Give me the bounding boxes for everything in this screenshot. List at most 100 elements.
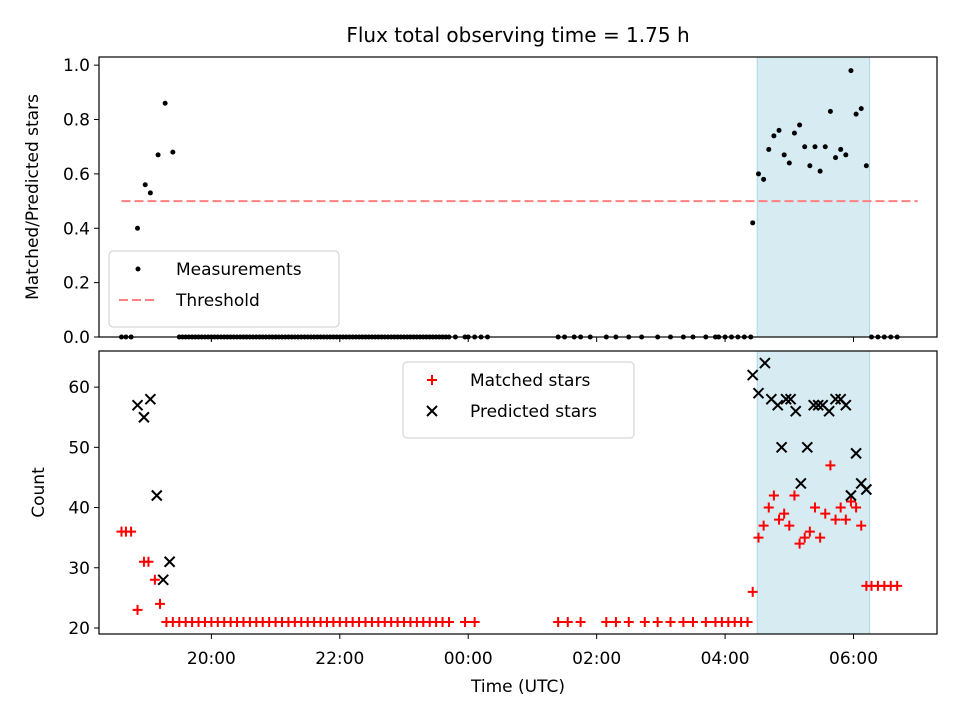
data-point <box>766 146 772 152</box>
data-point <box>131 399 144 411</box>
data-point <box>808 399 820 411</box>
data-point <box>797 122 803 128</box>
legend-label: Predicted stars <box>470 402 597 422</box>
data-point <box>768 490 779 501</box>
data-point <box>845 489 857 502</box>
legend: Measurements Threshold <box>108 250 340 328</box>
y-tick-label: 0.8 <box>63 111 90 131</box>
x-tick-label: 20:00 <box>187 649 236 669</box>
data-point <box>162 100 168 106</box>
x-axis-label: Time (UTC) <box>470 677 565 697</box>
data-point <box>639 616 650 627</box>
data-point <box>838 146 844 152</box>
y-axis-label: Matched/Predicted stars <box>23 94 43 300</box>
data-point <box>763 502 774 513</box>
data-point <box>761 176 767 182</box>
data-point <box>779 508 790 519</box>
count-panel: 20 30 40 50 60 20:00 22:00 00:00 02:00 04:00 06:00… <box>29 350 938 669</box>
data-point <box>863 163 869 169</box>
data-point <box>860 483 873 496</box>
data-point <box>848 68 854 74</box>
data-point <box>601 616 612 627</box>
y-tick-label: 0.0 <box>63 328 90 348</box>
y-tick-label: 30 <box>68 559 90 579</box>
data-point <box>812 399 824 411</box>
plot-frame <box>98 56 938 338</box>
data-point <box>143 556 154 567</box>
data-point <box>833 155 839 161</box>
data-point <box>742 616 753 627</box>
y-tick-label: 20 <box>68 619 90 639</box>
data-point <box>794 538 805 549</box>
y-axis-label: Count <box>29 467 49 518</box>
data-point <box>755 171 761 177</box>
data-point <box>562 616 573 627</box>
data-point <box>142 182 148 188</box>
data-point <box>126 526 137 537</box>
data-point <box>840 514 851 525</box>
data-point <box>750 220 756 226</box>
legend-marker <box>427 375 437 385</box>
data-point <box>469 616 480 627</box>
data-point <box>170 149 176 155</box>
data-point <box>752 387 765 399</box>
data-point <box>812 144 818 150</box>
data-point <box>758 520 769 531</box>
data-point <box>155 598 166 609</box>
plot-frame <box>98 350 938 635</box>
data-point <box>151 489 163 502</box>
legend-label: Measurements <box>176 260 302 280</box>
data-point <box>892 580 903 591</box>
y-tick-label: 1.0 <box>63 56 90 76</box>
data-point <box>775 441 788 454</box>
data-point <box>784 393 797 405</box>
data-point <box>822 144 828 150</box>
data-point <box>135 225 141 231</box>
data-point <box>155 152 161 158</box>
data-point <box>825 460 836 471</box>
data-point <box>759 357 771 369</box>
data-point <box>157 574 169 586</box>
data-point <box>786 160 792 166</box>
data-point <box>553 616 564 627</box>
legend-box <box>108 250 340 328</box>
series-predicted-stars <box>131 357 873 586</box>
data-point <box>804 526 815 537</box>
data-point <box>802 144 808 150</box>
data-point <box>665 616 676 627</box>
data-point <box>829 393 842 405</box>
data-point <box>460 616 471 627</box>
y-tick-label: 50 <box>68 438 90 458</box>
data-point <box>772 399 784 411</box>
data-point <box>850 447 862 460</box>
legend-marker <box>426 405 438 417</box>
legend-label: Matched stars <box>470 371 590 391</box>
data-point <box>817 168 823 174</box>
data-point <box>753 532 764 543</box>
data-point <box>835 502 846 513</box>
x-tick-label: 22:00 <box>315 649 364 669</box>
data-point <box>132 604 143 615</box>
data-point <box>149 574 160 585</box>
data-point <box>678 616 689 627</box>
ratio-panel: 0.0 0.2 0.4 0.6 0.8 1.0 Matched/Predicted star… <box>23 56 938 348</box>
data-point <box>851 502 862 513</box>
legend-label: Threshold <box>175 291 260 311</box>
data-point <box>575 616 586 627</box>
data-point <box>790 405 802 417</box>
data-point <box>840 399 852 411</box>
data-point <box>820 508 831 519</box>
y-tick-label: 60 <box>68 378 90 398</box>
data-point <box>799 532 810 543</box>
legend: Matched stars Predicted stars <box>402 361 635 439</box>
data-point <box>853 111 859 117</box>
data-point <box>147 190 153 196</box>
x-tick-label: 04:00 <box>701 649 750 669</box>
data-point <box>144 393 157 405</box>
data-point <box>700 616 711 627</box>
data-point <box>791 130 797 136</box>
data-point <box>623 616 634 627</box>
data-point <box>823 405 835 417</box>
x-tick-label: 00:00 <box>444 649 493 669</box>
data-point <box>856 520 867 531</box>
